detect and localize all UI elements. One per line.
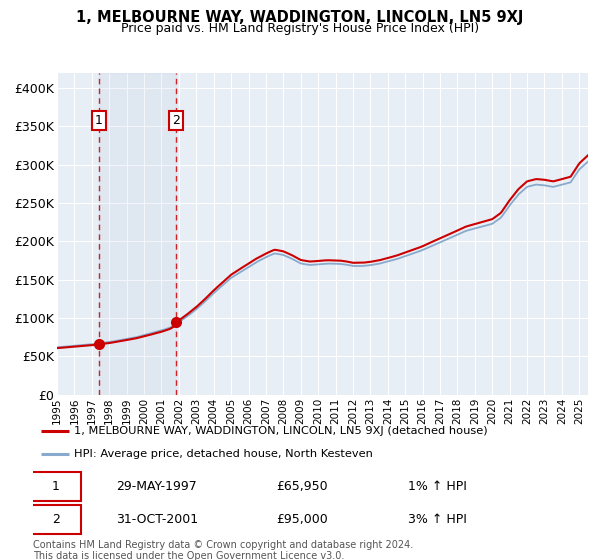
Text: 2: 2: [52, 512, 59, 526]
Text: Price paid vs. HM Land Registry's House Price Index (HPI): Price paid vs. HM Land Registry's House …: [121, 22, 479, 35]
Text: 1: 1: [95, 114, 103, 127]
Text: 31-OCT-2001: 31-OCT-2001: [116, 512, 198, 526]
Text: 1: 1: [52, 479, 59, 493]
Text: £65,950: £65,950: [276, 479, 328, 493]
FancyBboxPatch shape: [30, 505, 81, 534]
Text: 2: 2: [172, 114, 180, 127]
FancyBboxPatch shape: [30, 472, 81, 501]
Text: 1% ↑ HPI: 1% ↑ HPI: [409, 479, 467, 493]
Text: £95,000: £95,000: [276, 512, 328, 526]
Text: HPI: Average price, detached house, North Kesteven: HPI: Average price, detached house, Nort…: [74, 450, 373, 459]
Text: 3% ↑ HPI: 3% ↑ HPI: [409, 512, 467, 526]
Text: 29-MAY-1997: 29-MAY-1997: [116, 479, 197, 493]
Text: 1, MELBOURNE WAY, WADDINGTON, LINCOLN, LN5 9XJ (detached house): 1, MELBOURNE WAY, WADDINGTON, LINCOLN, L…: [74, 427, 488, 436]
Text: 1, MELBOURNE WAY, WADDINGTON, LINCOLN, LN5 9XJ: 1, MELBOURNE WAY, WADDINGTON, LINCOLN, L…: [76, 10, 524, 25]
Text: Contains HM Land Registry data © Crown copyright and database right 2024.
This d: Contains HM Land Registry data © Crown c…: [33, 540, 413, 560]
Bar: [99, 73, 176, 395]
